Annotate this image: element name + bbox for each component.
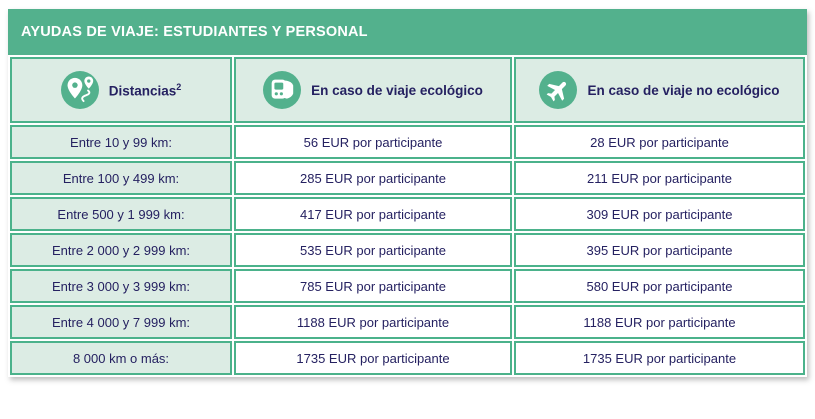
column-header-non-eco-label: En caso de viaje no ecológico — [587, 82, 780, 98]
distance-cell: Entre 4 000 y 7 999 km: — [10, 305, 232, 339]
travel-grants-table-card: AYUDAS DE VIAJE: ESTUDIANTES Y PERSONAL — [8, 9, 807, 377]
table-row: Entre 4 000 y 7 999 km: 1188 EUR por par… — [10, 305, 805, 339]
eco-amount-cell: 1735 EUR por participante — [234, 341, 512, 375]
non-eco-amount-cell: 1188 EUR por participante — [514, 305, 805, 339]
table-row: Entre 500 y 1 999 km: 417 EUR por partic… — [10, 197, 805, 231]
distance-cell: Entre 500 y 1 999 km: — [10, 197, 232, 231]
eco-amount-cell: 535 EUR por participante — [234, 233, 512, 267]
distance-cell: 8 000 km o más: — [10, 341, 232, 375]
column-header-eco-label: En caso de viaje ecológico — [311, 82, 483, 98]
table-row: 8 000 km o más: 1735 EUR por participant… — [10, 341, 805, 375]
table-title: AYUDAS DE VIAJE: ESTUDIANTES Y PERSONAL — [21, 24, 368, 40]
eco-amount-cell: 417 EUR por participante — [234, 197, 512, 231]
eco-amount-cell: 785 EUR por participante — [234, 269, 512, 303]
table-row: Entre 10 y 99 km: 56 EUR por participant… — [10, 125, 805, 159]
eco-amount-cell: 1188 EUR por participante — [234, 305, 512, 339]
non-eco-amount-cell: 580 EUR por participante — [514, 269, 805, 303]
eco-amount-cell: 285 EUR por participante — [234, 161, 512, 195]
distance-cell: Entre 3 000 y 3 999 km: — [10, 269, 232, 303]
eco-amount-cell: 56 EUR por participante — [234, 125, 512, 159]
non-eco-amount-cell: 309 EUR por participante — [514, 197, 805, 231]
map-pin-route-icon — [60, 71, 99, 109]
distance-cell: Entre 10 y 99 km: — [10, 125, 232, 159]
non-eco-amount-cell: 1735 EUR por participante — [514, 341, 805, 375]
column-header-distances-label: Distancias2 — [108, 81, 182, 99]
table-row: Entre 2 000 y 2 999 km: 535 EUR por part… — [10, 233, 805, 267]
train-icon — [263, 71, 302, 109]
non-eco-amount-cell: 395 EUR por participante — [514, 233, 805, 267]
distance-cell: Entre 100 y 499 km: — [10, 161, 232, 195]
plane-icon — [539, 71, 578, 109]
table-title-bar: AYUDAS DE VIAJE: ESTUDIANTES Y PERSONAL — [8, 9, 807, 55]
non-eco-amount-cell: 28 EUR por participante — [514, 125, 805, 159]
table-row: Entre 100 y 499 km: 285 EUR por particip… — [10, 161, 805, 195]
non-eco-amount-cell: 211 EUR por participante — [514, 161, 805, 195]
grants-table: Distancias2 — [8, 55, 807, 377]
table-row: Entre 3 000 y 3 999 km: 785 EUR por part… — [10, 269, 805, 303]
distance-cell: Entre 2 000 y 2 999 km: — [10, 233, 232, 267]
column-header-distances: Distancias2 — [10, 57, 232, 123]
header-row: Distancias2 — [10, 57, 805, 123]
column-header-eco: En caso de viaje ecológico — [234, 57, 512, 123]
table-body: Entre 10 y 99 km: 56 EUR por participant… — [10, 125, 805, 375]
column-header-non-eco: En caso de viaje no ecológico — [514, 57, 805, 123]
